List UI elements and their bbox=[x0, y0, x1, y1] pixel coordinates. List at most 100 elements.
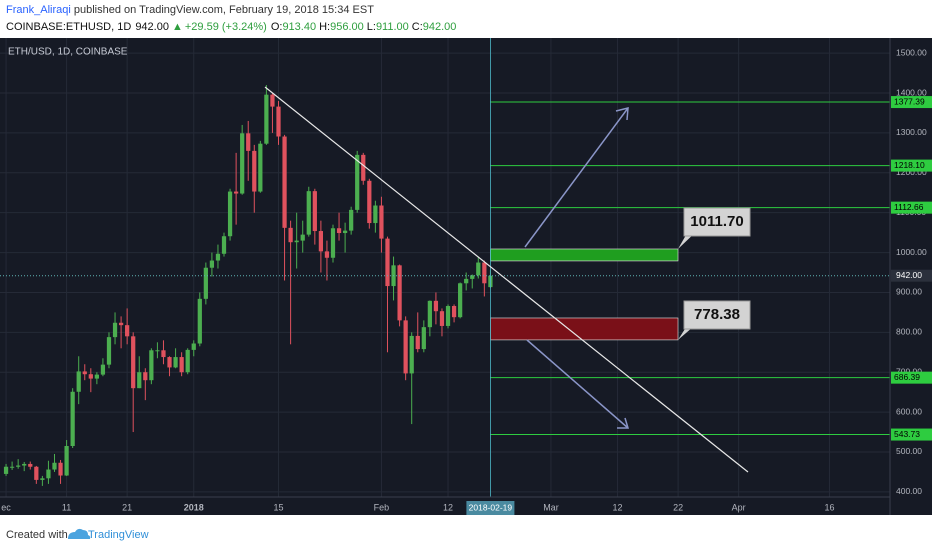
candle-body bbox=[234, 191, 239, 194]
candle-body bbox=[397, 265, 402, 321]
candle-body bbox=[403, 320, 408, 374]
candle-body bbox=[415, 335, 420, 350]
y-tick-label: 1200.00 bbox=[896, 167, 927, 177]
candle-body bbox=[203, 267, 208, 299]
candle-body bbox=[155, 350, 160, 352]
level-label-bg bbox=[891, 159, 932, 172]
candle-body bbox=[34, 466, 39, 480]
l-label: L: bbox=[367, 21, 376, 33]
candle-body bbox=[46, 469, 51, 479]
cursor-label-bg bbox=[466, 501, 515, 515]
candle-body bbox=[470, 275, 475, 279]
level-label-bg bbox=[891, 96, 932, 109]
candle-body bbox=[179, 357, 184, 373]
candle-body bbox=[70, 391, 75, 447]
y-tick-label: 1500.00 bbox=[896, 47, 927, 57]
candle-body bbox=[427, 300, 432, 328]
y-tick-label: 900.00 bbox=[896, 287, 922, 297]
candle-body bbox=[300, 234, 305, 241]
candle-body bbox=[22, 463, 27, 466]
candle-body bbox=[88, 374, 93, 379]
x-tick-label: 2018 bbox=[184, 502, 204, 512]
candle-body bbox=[191, 343, 196, 350]
last-price-label: 942.00 bbox=[896, 270, 922, 280]
x-tick-label: Apr bbox=[732, 502, 746, 512]
price: 942.00 bbox=[135, 21, 169, 33]
candle-body bbox=[221, 236, 227, 254]
callout-label: 1011.70 bbox=[690, 213, 743, 230]
x-tick-label: 22 bbox=[673, 502, 683, 512]
cursor-label: 2018-02-19 bbox=[469, 502, 513, 512]
candle-body bbox=[385, 238, 390, 287]
level-label-bg bbox=[891, 428, 932, 441]
candle-body bbox=[476, 262, 481, 276]
arrow-down bbox=[526, 339, 629, 429]
candle-body bbox=[439, 311, 445, 326]
level-label: 543.73 bbox=[894, 429, 920, 439]
candle-body bbox=[445, 306, 451, 326]
x-tick-label: 21 bbox=[122, 502, 132, 512]
candle-body bbox=[3, 466, 9, 474]
y-tick-label: 1400.00 bbox=[896, 87, 927, 97]
y-tick-label: 600.00 bbox=[896, 406, 922, 416]
trend-line bbox=[264, 86, 749, 473]
candle-body bbox=[28, 463, 33, 467]
logo bbox=[68, 528, 91, 539]
candle-body bbox=[118, 322, 124, 326]
candle-body bbox=[355, 154, 360, 210]
candle-body bbox=[409, 335, 414, 374]
plot bbox=[0, 38, 890, 497]
callout-box bbox=[683, 207, 751, 237]
level-label: 1112.66 bbox=[894, 202, 924, 212]
candle-body bbox=[349, 209, 354, 231]
candle-body bbox=[282, 136, 287, 228]
candle-body bbox=[227, 191, 233, 237]
last-price-bg bbox=[891, 269, 932, 282]
candle-body bbox=[451, 306, 457, 318]
x-tick-label: 16 bbox=[824, 502, 834, 512]
candle-body bbox=[288, 227, 293, 243]
candle-body bbox=[306, 191, 311, 235]
callout-label: 778.38 bbox=[694, 306, 740, 323]
l-value: 911.00 bbox=[376, 21, 409, 33]
level-label-bg bbox=[891, 201, 932, 214]
zone bbox=[490, 317, 679, 341]
candle-body bbox=[276, 106, 281, 137]
y-tick-label: 400.00 bbox=[896, 486, 922, 496]
candle-body bbox=[433, 300, 439, 312]
candle-body bbox=[421, 327, 426, 350]
x-tick-label: 11 bbox=[62, 502, 71, 512]
candle-body bbox=[52, 462, 57, 470]
arrow-down-head bbox=[617, 417, 630, 429]
candle-body bbox=[373, 205, 378, 224]
candle-body bbox=[246, 133, 251, 151]
level-label: 1377.39 bbox=[894, 96, 925, 106]
author[interactable]: Frank_Aliraqi bbox=[6, 4, 71, 16]
candle-body bbox=[197, 298, 202, 344]
candle-body bbox=[324, 251, 330, 258]
candle-body bbox=[367, 180, 372, 224]
candle-body bbox=[125, 325, 130, 337]
candle-body bbox=[379, 205, 384, 239]
footer-brand[interactable]: TradingView bbox=[88, 529, 149, 541]
candle-body bbox=[143, 372, 148, 381]
y-tick-label: 1000.00 bbox=[896, 247, 927, 257]
x-tick-label: Mar bbox=[543, 502, 559, 512]
candle-body bbox=[336, 228, 342, 234]
candle-body bbox=[40, 478, 45, 480]
x-tick-label: 12 bbox=[443, 502, 453, 512]
candle-body bbox=[131, 336, 136, 389]
candle-body bbox=[149, 350, 154, 381]
header-line-1: Frank_Aliraqi published on TradingView.c… bbox=[6, 4, 374, 16]
y-tick-label: 700.00 bbox=[896, 366, 922, 376]
chart-title: ETH/USD, 1D, COINBASE bbox=[8, 47, 128, 58]
candle-body bbox=[106, 337, 112, 365]
candle-body bbox=[58, 462, 63, 476]
candle-body bbox=[100, 364, 106, 375]
change: +29.59 (+3.24%) bbox=[185, 21, 267, 33]
x-tick-label: ec bbox=[1, 502, 11, 512]
candle-body bbox=[264, 94, 269, 144]
candle-body bbox=[258, 143, 263, 192]
candle-body bbox=[209, 260, 215, 268]
